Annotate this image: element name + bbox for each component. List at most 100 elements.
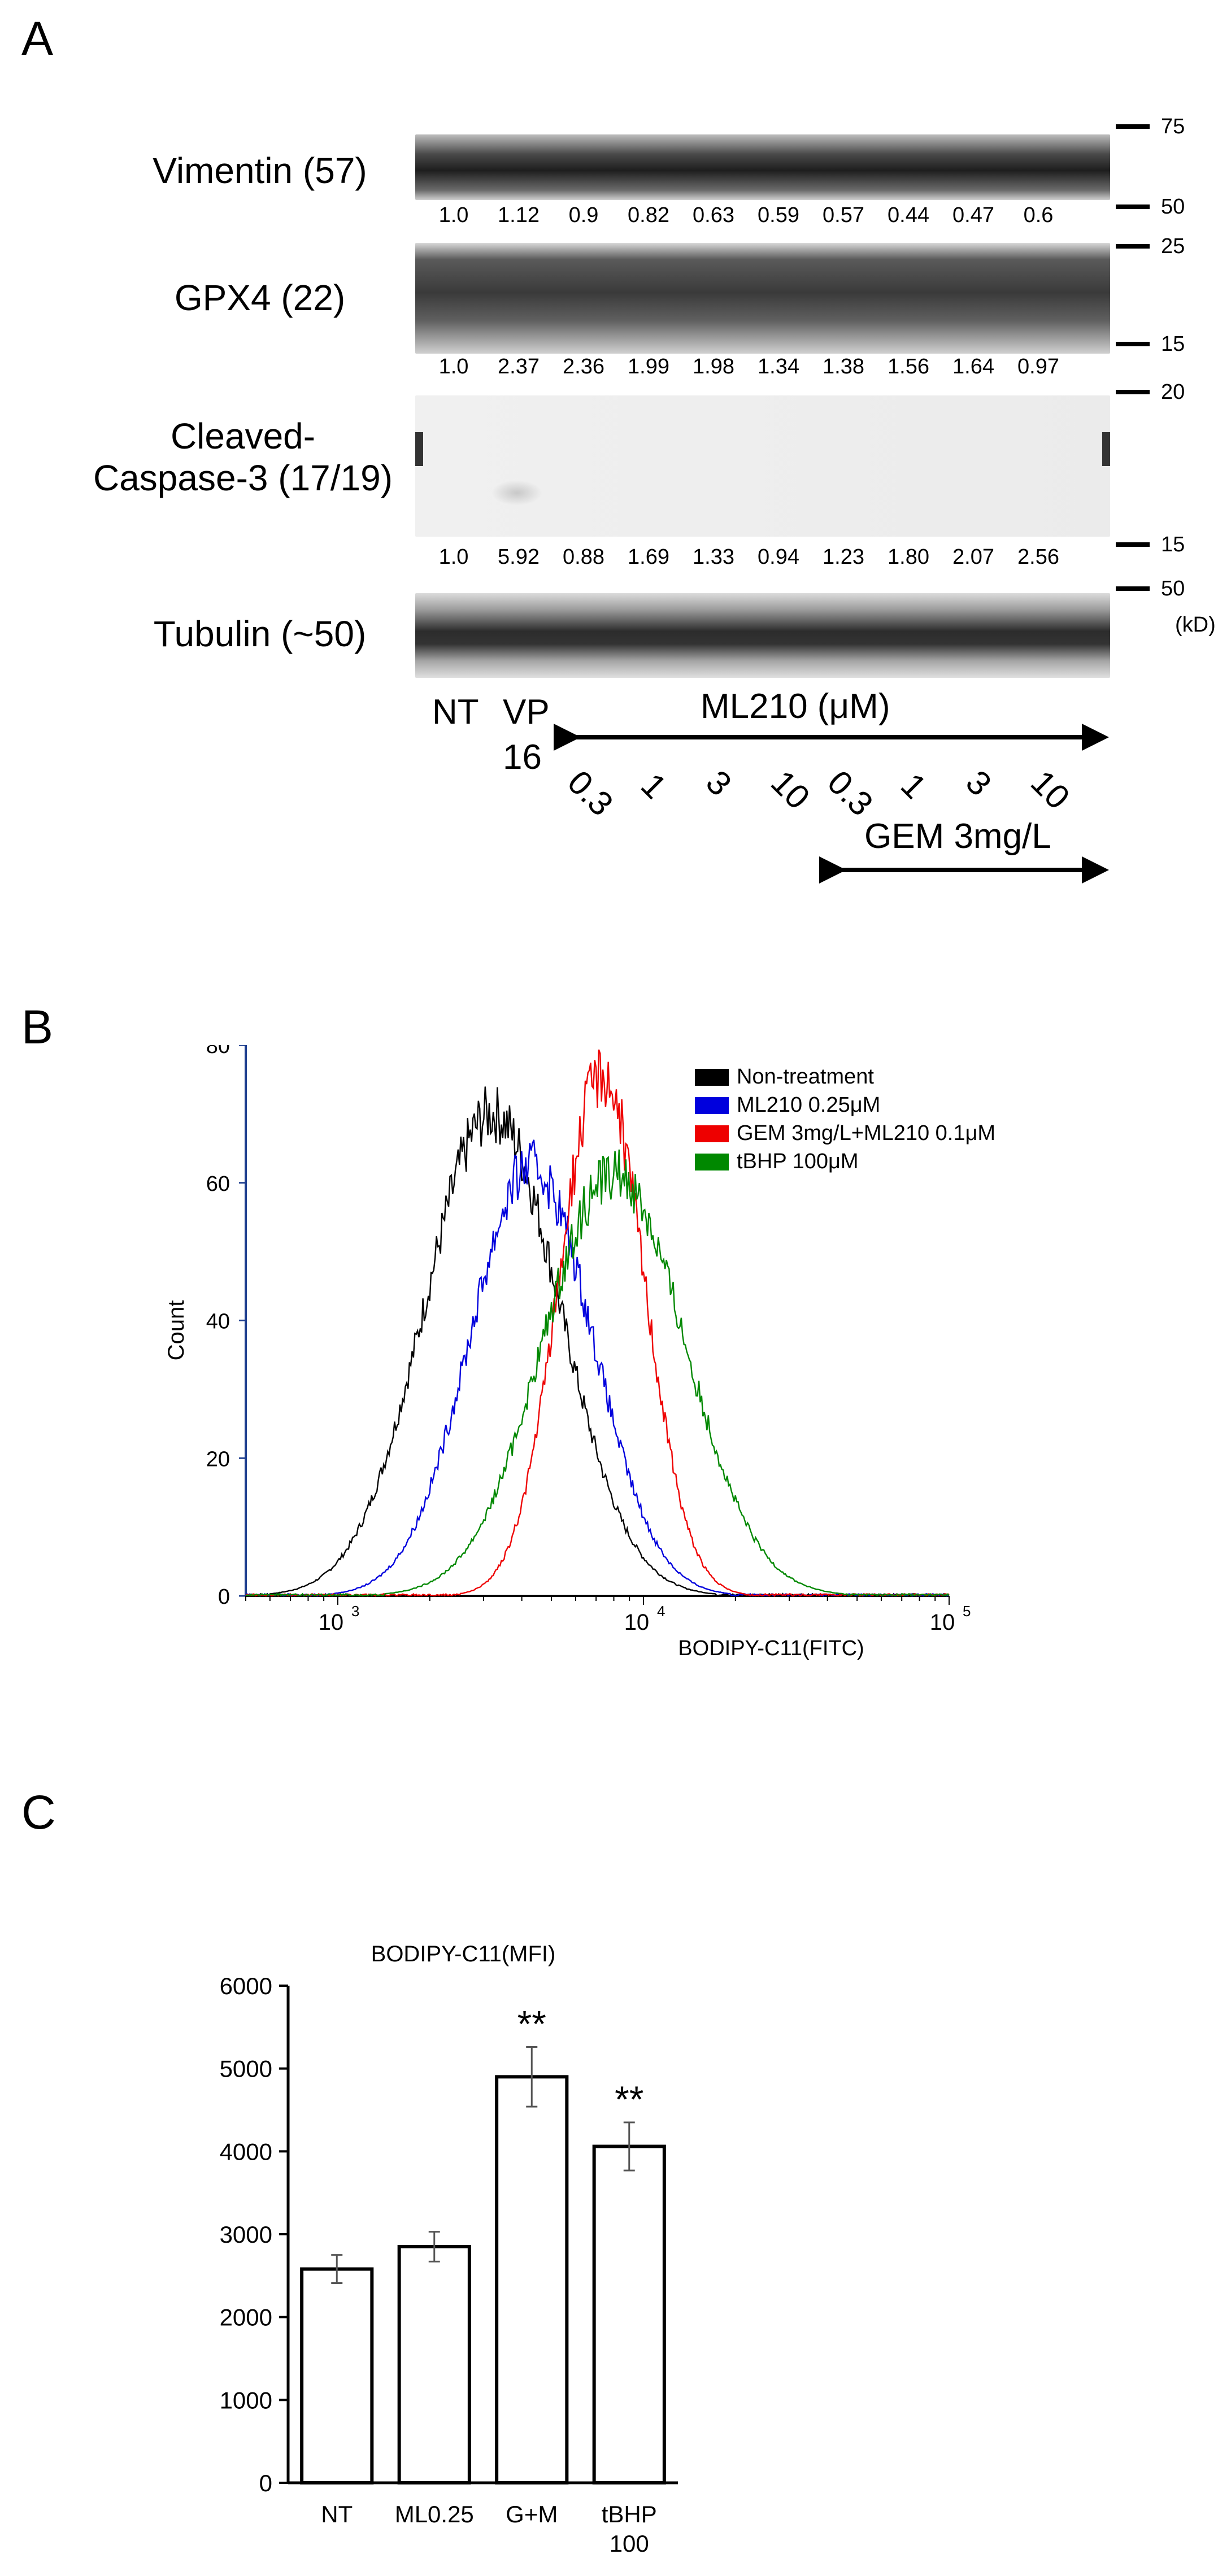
legend-swatch xyxy=(695,1068,729,1086)
mw-label: 75 xyxy=(1161,115,1185,138)
mw-label: 20 xyxy=(1161,380,1185,404)
x-tick-label: ML0.25 xyxy=(395,2501,474,2527)
quant-value: 1.98 xyxy=(693,355,734,378)
y-tick-label: 3000 xyxy=(220,2221,272,2248)
quant-value: 1.0 xyxy=(438,545,469,569)
y-tick-label: 6000 xyxy=(220,1973,272,1999)
quant-value: 1.69 xyxy=(628,545,669,569)
blot-label-line: Cleaved- xyxy=(170,416,316,456)
mw-label: 15 xyxy=(1161,533,1185,556)
legend-swatch xyxy=(695,1125,729,1142)
y-axis-label: Count xyxy=(164,1300,189,1361)
quant-value: 0.9 xyxy=(568,203,599,227)
lane-arrows xyxy=(554,724,1109,884)
legend-label: GEM 3mg/L+ML210 0.1μM xyxy=(737,1121,996,1145)
y-tick-label: 40 xyxy=(206,1310,230,1334)
quant-value: 1.34 xyxy=(758,355,799,378)
blot-label-vimentin: Vimentin (57) xyxy=(153,150,367,191)
x-tick-label: tBHP xyxy=(602,2501,657,2527)
cleaved-caspase3-blot xyxy=(415,395,1110,537)
panel-c-letter: C xyxy=(21,1786,56,1839)
quant-value: 2.07 xyxy=(952,545,994,569)
significance-mark: ** xyxy=(517,2003,546,2045)
lane-label-nt: NT xyxy=(432,693,479,732)
blot-label-line: Caspase-3 (17/19) xyxy=(93,458,393,498)
bar xyxy=(397,2245,471,2484)
bar-chart: BODIPY-C11(MFI) 0 1000 2000 3000 4000 5000 600… xyxy=(220,1942,678,2557)
panel-a-letter: A xyxy=(21,12,54,65)
kd-unit-label: (kD) xyxy=(1175,613,1216,637)
quant-value: 2.37 xyxy=(498,355,540,378)
blot-label-gpx4: GPX4 (22) xyxy=(174,277,346,318)
x-tick-exponent: 5 xyxy=(963,1603,971,1620)
legend-item: ML210 0.25μM xyxy=(695,1093,880,1117)
x-tick-label: 10 xyxy=(624,1610,650,1635)
x-tick-label: G+M xyxy=(506,2501,558,2527)
x-tick-label: NT xyxy=(321,2501,353,2527)
lane-label-vp: VP xyxy=(503,693,550,732)
legend-item: Non-treatment xyxy=(695,1065,874,1089)
ml210-label: ML210 (μM) xyxy=(701,687,890,726)
quant-value: 0.94 xyxy=(758,545,799,569)
quant-value: 2.36 xyxy=(563,355,604,378)
y-tick-label: 0 xyxy=(259,2470,272,2496)
quant-value: 1.12 xyxy=(498,203,540,227)
histogram-chart: 0 20 40 60 80 10 3 10 4 10 5 BODIPY-C11(FITC) Coun… xyxy=(164,1045,971,1660)
y-tick-label: 2000 xyxy=(220,2304,272,2331)
x-tick-label: 10 xyxy=(319,1610,344,1635)
bar xyxy=(495,2075,569,2485)
mw-label: 15 xyxy=(1161,332,1185,356)
y-tick-label: 1000 xyxy=(220,2387,272,2413)
bar xyxy=(592,2144,666,2484)
gem-label: GEM 3mg/L xyxy=(864,817,1051,856)
quant-value: 0.57 xyxy=(823,203,864,227)
mw-label: 50 xyxy=(1161,577,1185,601)
legend-label: tBHP 100μM xyxy=(737,1150,859,1173)
quant-value: 0.44 xyxy=(888,203,929,227)
blot-label-cleaved-caspase3: Cleaved- Caspase-3 (17/19) xyxy=(73,415,412,499)
x-tick-label: 10 xyxy=(930,1610,955,1635)
histogram-series-line xyxy=(245,1049,950,1598)
y-tick-label: 0 xyxy=(218,1585,230,1609)
quant-value: 1.80 xyxy=(888,545,929,569)
lane-label-vp16: 16 xyxy=(503,738,542,777)
y-tick-label: 80 xyxy=(206,1045,230,1058)
quant-value: 5.92 xyxy=(498,545,540,569)
x-tick-exponent: 4 xyxy=(657,1603,665,1620)
chart-title: BODIPY-C11(MFI) xyxy=(371,1942,556,1966)
y-tick-label: 60 xyxy=(206,1172,230,1196)
tubulin-blot xyxy=(415,593,1110,678)
quant-value: 0.59 xyxy=(758,203,799,227)
quant-value: 1.33 xyxy=(693,545,734,569)
quant-value: 1.0 xyxy=(438,203,469,227)
quant-value: 0.63 xyxy=(693,203,734,227)
blot-label-tubulin: Tubulin (~50) xyxy=(153,613,367,654)
quant-value: 1.56 xyxy=(888,355,929,378)
mw-label: 25 xyxy=(1161,234,1185,258)
legend-swatch xyxy=(695,1153,729,1170)
significance-mark: ** xyxy=(615,2078,643,2120)
quant-value: 1.64 xyxy=(952,355,994,378)
y-tick-label: 20 xyxy=(206,1447,230,1471)
quant-value: 0.97 xyxy=(1017,355,1059,378)
legend-item: GEM 3mg/L+ML210 0.1μM xyxy=(695,1121,995,1146)
quant-value: 1.38 xyxy=(823,355,864,378)
x-tick-exponent: 3 xyxy=(351,1603,359,1620)
vimentin-blot xyxy=(415,134,1110,200)
histogram-series-line xyxy=(245,1149,950,1597)
quant-value: 0.88 xyxy=(563,545,604,569)
quant-value: 1.99 xyxy=(628,355,669,378)
x-tick-label: 100 xyxy=(610,2530,649,2557)
bar xyxy=(300,2267,374,2484)
legend-label: Non-treatment xyxy=(737,1065,874,1089)
legend-item: tBHP 100μM xyxy=(695,1150,859,1174)
quant-value: 1.23 xyxy=(823,545,864,569)
quant-value: 1.0 xyxy=(438,355,469,378)
quant-value: 0.6 xyxy=(1023,203,1054,227)
histogram-series-line xyxy=(245,1139,950,1597)
x-axis-label: BODIPY-C11(FITC) xyxy=(678,1637,864,1660)
panel-b-letter: B xyxy=(21,1000,54,1054)
quant-value: 0.82 xyxy=(628,203,669,227)
quant-value: 2.56 xyxy=(1017,545,1059,569)
legend-label: ML210 0.25μM xyxy=(737,1093,881,1117)
